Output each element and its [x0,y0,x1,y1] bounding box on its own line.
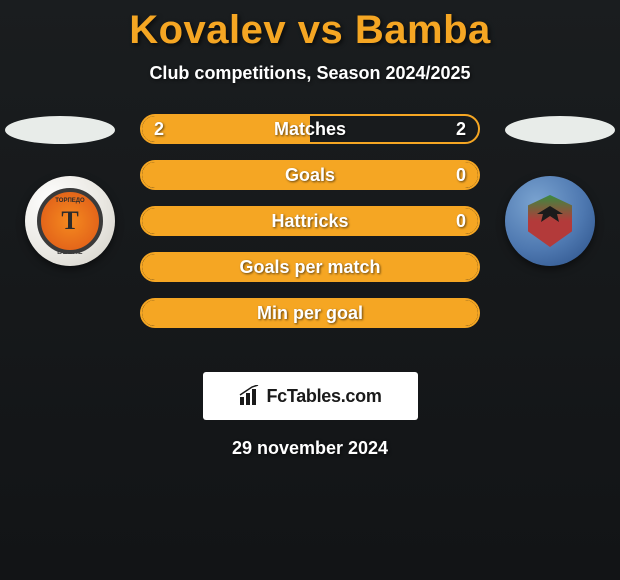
subtitle: Club competitions, Season 2024/2025 [0,63,620,84]
footer-brand[interactable]: FcTables.com [203,372,418,420]
stat-right-value: 2 [456,119,466,140]
left-club-bottom-text: BELAZ [57,249,83,256]
stat-label: Goals [285,165,335,186]
stat-bar-min-per-goal: Min per goal [140,298,480,328]
left-club-top-text: ТОРПЕДО [55,198,84,204]
page-title: Kovalev vs Bamba [0,0,620,53]
eagle-icon [533,204,567,224]
stat-bar-hattricks: Hattricks 0 [140,206,480,236]
stat-bars: 2 Matches 2 Goals 0 Hattricks 0 Goals per match… [140,114,480,328]
stat-bar-goals: Goals 0 [140,160,480,190]
comparison-area: ТОРПЕДО T BELAZ 2Matches2Goals0Hattricks… [0,114,620,354]
stat-label: Hattricks [271,211,348,232]
stat-right-value: 0 [456,211,466,232]
right-club-logo [505,176,595,266]
right-player-oval [505,116,615,144]
stat-bar-goals-per-match: Goals per match [140,252,480,282]
stat-label: Matches [274,119,346,140]
stat-label: Min per goal [257,303,363,324]
stat-bar-matches: 2 Matches 2 [140,114,480,144]
left-club-letter: T [61,206,78,236]
footer-brand-text: FcTables.com [266,386,381,407]
stat-left-value: 2 [154,119,164,140]
date-label: 29 november 2024 [0,438,620,459]
left-club-logo: ТОРПЕДО T BELAZ [25,176,115,266]
chart-icon [238,385,260,407]
stat-label: Goals per match [239,257,380,278]
left-player-oval [5,116,115,144]
stat-right-value: 0 [456,165,466,186]
